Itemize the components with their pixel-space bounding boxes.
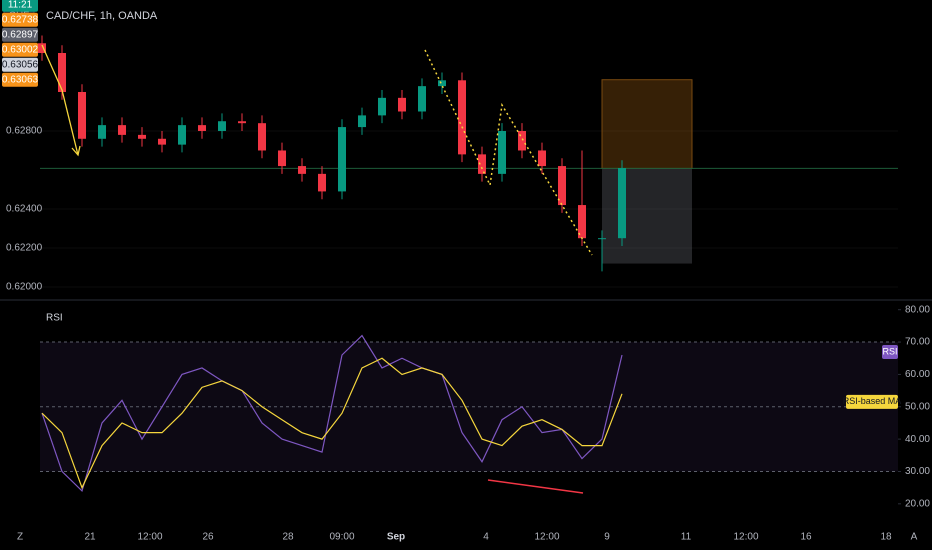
x-tick-label: 12:00 bbox=[137, 532, 162, 543]
x-tick-label: 9 bbox=[604, 532, 610, 543]
candle-body bbox=[198, 125, 206, 131]
rsi-line bbox=[41, 334, 623, 493]
price-tick-label: 0.62800 bbox=[6, 126, 43, 137]
price-tick-label: 0.62400 bbox=[6, 204, 43, 215]
candle-body bbox=[598, 238, 606, 240]
candle-body bbox=[618, 168, 626, 239]
price-tag-label: 0.63002 bbox=[2, 44, 39, 55]
legend-tag bbox=[846, 394, 898, 409]
pane-title: RSI bbox=[46, 313, 63, 324]
x-tick-label: 12:00 bbox=[534, 532, 559, 543]
price-tag bbox=[2, 12, 38, 27]
candle-body bbox=[578, 205, 586, 239]
rsi-tick-label: 60.00 bbox=[905, 369, 930, 380]
price-tag bbox=[2, 72, 38, 87]
candle-body bbox=[58, 53, 66, 92]
candle-body bbox=[118, 125, 126, 135]
candle-body bbox=[38, 43, 46, 54]
price-tag bbox=[2, 27, 38, 42]
price-tick-label: 0.62000 bbox=[6, 282, 43, 293]
candle-body bbox=[278, 150, 286, 167]
candle-body bbox=[178, 125, 186, 145]
candle-body bbox=[458, 80, 466, 155]
candle-body bbox=[378, 97, 386, 116]
x-tick-label: 26 bbox=[202, 532, 214, 543]
x-tick-label: 09:00 bbox=[329, 532, 354, 543]
price-tag-label: 0.63063 bbox=[2, 74, 39, 85]
candle-body bbox=[238, 121, 246, 124]
price-tag bbox=[2, 57, 38, 72]
rsi-tick-label: 20.00 bbox=[905, 498, 930, 509]
candle-body bbox=[318, 173, 326, 192]
arrow-drawing bbox=[41, 44, 79, 156]
legend-tag bbox=[882, 345, 898, 360]
price-tag bbox=[2, 42, 38, 57]
legend-label: RSI bbox=[882, 346, 897, 356]
rsi-tick-label: 80.00 bbox=[905, 304, 930, 315]
drawings bbox=[41, 44, 593, 494]
candle-body bbox=[98, 125, 106, 139]
x-tick-label: 4 bbox=[483, 532, 489, 543]
candle-body bbox=[478, 154, 486, 174]
candle-body bbox=[218, 121, 226, 131]
rsi-tick-label: 70.00 bbox=[905, 337, 930, 348]
rsi-tick-label: 30.00 bbox=[905, 466, 930, 477]
price-tick-label: 0.62200 bbox=[6, 243, 43, 254]
candle-body bbox=[158, 138, 166, 145]
price-tag-label: 0.62897 bbox=[2, 29, 39, 40]
rsi-tick-label: 50.00 bbox=[905, 401, 930, 412]
divergence-line bbox=[487, 479, 584, 494]
price-tag-countdown: 11:21 bbox=[8, 0, 33, 10]
candle-body bbox=[398, 97, 406, 112]
rsi-tick-label: 40.00 bbox=[905, 434, 930, 445]
x-tick-label: 12:00 bbox=[733, 532, 758, 543]
candle-body bbox=[438, 80, 446, 87]
candle-body bbox=[558, 166, 566, 206]
timezone-icon[interactable]: Z bbox=[17, 532, 23, 543]
price-tag-label: 0.62738 bbox=[2, 14, 39, 25]
candle-body bbox=[418, 86, 426, 112]
candle-body bbox=[298, 166, 306, 174]
pattern-drawing bbox=[424, 49, 593, 256]
candle-body bbox=[258, 123, 266, 151]
position-stop-zone bbox=[602, 168, 692, 264]
candle-body bbox=[138, 134, 146, 139]
candle-body bbox=[538, 150, 546, 167]
x-tick-label: 28 bbox=[282, 532, 294, 543]
candle-body bbox=[78, 91, 86, 139]
legend-label: RSI-based MA bbox=[843, 396, 902, 406]
candle-body bbox=[498, 130, 506, 174]
candle-body bbox=[358, 115, 366, 128]
candle-body bbox=[338, 127, 346, 192]
price-tag-label: 0.63056 bbox=[2, 59, 39, 70]
price-tag bbox=[2, 0, 38, 12]
x-tick-label: 16 bbox=[800, 532, 812, 543]
candle-body bbox=[518, 130, 526, 151]
arrow-head bbox=[71, 145, 81, 157]
x-tick-label: Sep bbox=[387, 532, 405, 543]
position-target-zone bbox=[601, 79, 693, 169]
x-tick-label: 18 bbox=[880, 532, 892, 543]
rsi-line bbox=[41, 357, 623, 490]
x-tick-label: 21 bbox=[84, 532, 96, 543]
auto-scale-icon[interactable]: A bbox=[911, 532, 918, 543]
x-tick-label: 11 bbox=[681, 532, 692, 543]
chart-title: CAD/CHF, 1h, OANDA bbox=[46, 10, 158, 22]
